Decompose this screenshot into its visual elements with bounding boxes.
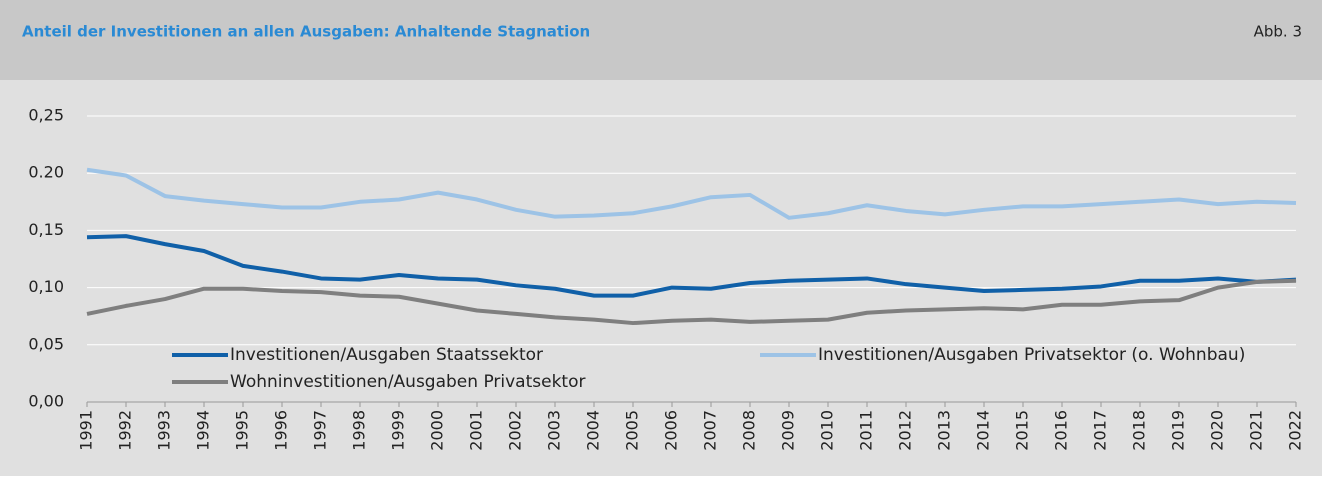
x-tick-label: 1992: [116, 410, 135, 451]
x-tick-label: 2022: [1286, 410, 1305, 451]
y-tick-label: 0.20: [28, 163, 64, 182]
x-tick-label: 2001: [467, 410, 486, 451]
y-tick-label: 0,15: [28, 220, 64, 239]
x-tick-label: 1998: [350, 410, 369, 451]
series-line: [86, 278, 1297, 326]
x-tick-label: 2014: [974, 410, 993, 451]
legend-label: Investitionen/Ausgaben Privatsektor (o. …: [818, 345, 1245, 365]
x-tick-label: 2005: [623, 410, 642, 451]
x-tick-label: 2018: [1130, 410, 1149, 451]
x-tick-label: 2017: [1091, 410, 1110, 451]
x-tick-label: 2013: [935, 410, 954, 451]
x-tick-label: 2006: [662, 410, 681, 451]
x-tick-label: 1993: [155, 410, 174, 451]
x-tick-label: 2002: [506, 410, 525, 451]
header: [0, 0, 1322, 80]
x-tick-label: 1996: [272, 410, 291, 451]
x-tick-label: 1995: [233, 410, 252, 451]
x-tick-label: 2021: [1247, 410, 1266, 451]
legend-label: Wohninvestitionen/Ausgaben Privatsektor: [230, 372, 585, 392]
x-tick-label: 2012: [896, 410, 915, 451]
x-tick-label: 2009: [779, 410, 798, 451]
x-tick-label: 2010: [818, 410, 837, 451]
x-tick-label: 1999: [389, 410, 408, 451]
series-line: [86, 234, 1297, 298]
chart-title: Anteil der Investitionen an allen Ausgab…: [22, 23, 590, 41]
x-tick-label: 2000: [428, 410, 447, 451]
x-tick-label: 2008: [740, 410, 759, 451]
y-tick-label: 0,05: [28, 334, 64, 353]
x-tick-label: 2020: [1208, 410, 1227, 451]
y-tick-label: 0,00: [28, 392, 64, 411]
x-tick-label: 1991: [77, 410, 96, 451]
x-tick-label: 1997: [311, 410, 330, 451]
legend-label: Investitionen/Ausgaben Staatssektor: [230, 345, 543, 365]
x-tick-label: 2003: [545, 410, 564, 451]
x-tick-label: 1994: [194, 410, 213, 451]
x-tick-label: 2019: [1169, 410, 1188, 451]
x-tick-label: 2004: [584, 410, 603, 451]
x-tick-label: 2007: [701, 410, 720, 451]
figure-label: Abb. 3: [1254, 23, 1302, 41]
x-tick-label: 2016: [1052, 410, 1071, 451]
x-tick-label: 2015: [1013, 410, 1032, 451]
x-tick-label: 2011: [857, 410, 876, 451]
y-tick-label: 0,10: [28, 277, 64, 296]
series-line: [86, 167, 1297, 220]
y-tick-label: 0,25: [28, 106, 64, 125]
